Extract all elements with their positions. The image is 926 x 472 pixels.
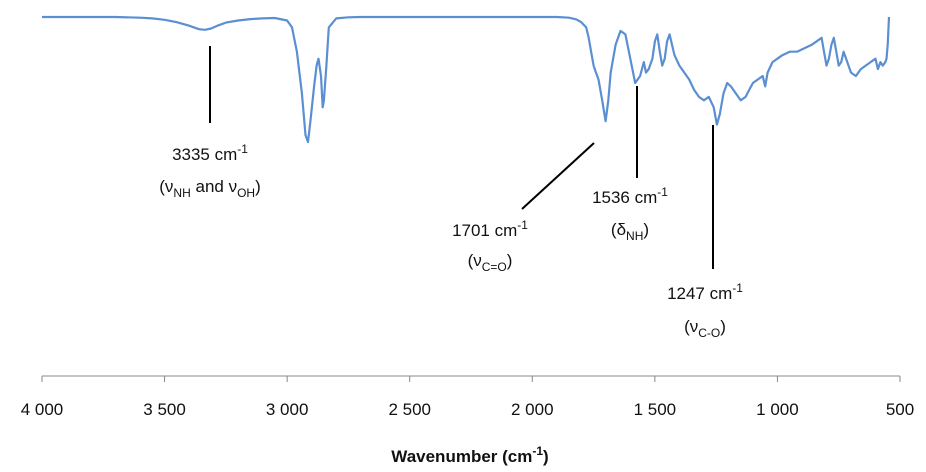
annotation-label-1536-wavenumber: 1536 cm-1	[592, 185, 668, 207]
annotation-label-1247-wavenumber: 1247 cm-1	[667, 281, 743, 303]
x-tick-label: 3 000	[266, 400, 309, 419]
annotation-label-3335-wavenumber: 3335 cm-1	[172, 142, 248, 164]
annotation-label-1536-assignment: (δNH)	[611, 220, 649, 243]
x-tick-label: 500	[886, 400, 914, 419]
x-tick-label: 2 000	[511, 400, 554, 419]
x-axis: 4 000 3 500 3 000 2 500 2 000 1 500 1 000 500	[21, 375, 914, 419]
annotation-label-1701-assignment: (νC=O)	[468, 251, 513, 274]
annotation-label-3335-assignment: (νNH and νOH)	[159, 177, 261, 200]
x-tick-label: 2 500	[388, 400, 431, 419]
x-tick-label: 1 000	[756, 400, 799, 419]
peak-annotations: 3335 cm-1 (νNH and νOH) 1701 cm-1 (νC=O)…	[159, 46, 743, 340]
annotation-label-1701-wavenumber: 1701 cm-1	[452, 218, 528, 240]
x-tick-label: 4 000	[21, 400, 64, 419]
annotation-leader-1701	[521, 142, 595, 210]
spectrum-line-0	[42, 15, 891, 144]
x-axis-title: Wavenumber (cm-1)	[391, 444, 548, 466]
annotation-label-1247-assignment: (νC-O)	[684, 317, 726, 340]
x-tick-label: 1 500	[634, 400, 677, 419]
spectrum-series	[42, 15, 891, 144]
x-tick-label: 3 500	[143, 400, 186, 419]
